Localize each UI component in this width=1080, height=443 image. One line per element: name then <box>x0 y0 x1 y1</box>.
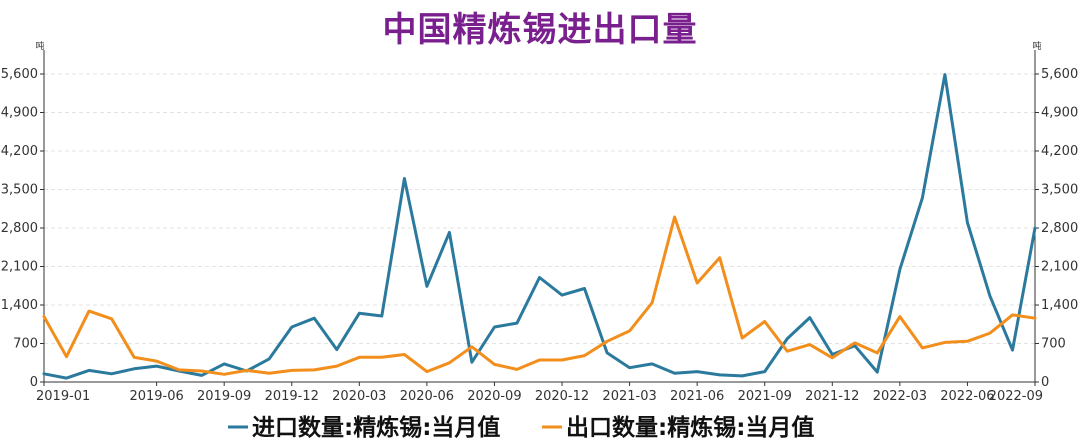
legend: 进口数量:精炼锡:当月值 出口数量:精炼锡:当月值 <box>228 414 814 441</box>
axes <box>40 50 1039 386</box>
y-tick-label-left: 700 <box>13 337 38 352</box>
y-tick-label-left: 2,800 <box>1 221 38 236</box>
series-line-1 <box>42 73 1037 380</box>
y-tick-label-right: 1,400 <box>1041 298 1078 313</box>
y-tick-label-left: 0 <box>30 375 38 390</box>
x-tick-label: 2020-09 <box>467 389 521 404</box>
y-tick-label-left: 1,400 <box>1 298 38 313</box>
y-tick-label-right: 3,500 <box>1041 183 1078 198</box>
y-tick-label-left: 2,100 <box>1 260 38 275</box>
x-tick-label: 2022-06 <box>940 389 994 404</box>
x-tick-label: 2022-09 <box>989 389 1043 404</box>
x-tick-label: 2021-09 <box>738 389 792 404</box>
x-tick-label: 2019-12 <box>265 389 319 404</box>
y-tick-label-left: 4,200 <box>1 144 38 159</box>
x-tick-label: 2019-09 <box>197 389 251 404</box>
gridlines <box>44 73 1035 344</box>
series-line-2 <box>42 215 1037 376</box>
x-tick-label: 2019-06 <box>129 389 183 404</box>
y-tick-label-right: 2,800 <box>1041 221 1078 236</box>
tick-labels: 0 0 700 700 1,400 1,400 2,100 2,100 2,800 2,800 3,… <box>1 40 1078 404</box>
x-tick-label: 2021-06 <box>670 389 724 404</box>
y-tick-label-left: 4,900 <box>1 106 38 121</box>
x-tick-label: 2022-03 <box>873 389 927 404</box>
y-tick-label-left: 3,500 <box>1 183 38 198</box>
y-tick-label-right: 2,100 <box>1041 260 1078 275</box>
y-tick-label-right: 5,600 <box>1041 67 1078 82</box>
y-tick-label-right: 4,900 <box>1041 106 1078 121</box>
x-tick-label: 2019-01 <box>36 389 90 404</box>
y-tick-label-left: 5,600 <box>1 67 38 82</box>
y-tick-label-right: 700 <box>1041 337 1066 352</box>
series-lines <box>42 73 1037 380</box>
y-unit-left: 吨 <box>35 40 44 52</box>
y-tick-label-right: 0 <box>1041 375 1049 390</box>
chart-title: 中国精炼锡进出口量 <box>382 10 698 50</box>
x-tick-label: 2020-03 <box>332 389 386 404</box>
y-tick-label-right: 4,200 <box>1041 144 1078 159</box>
x-tick-label: 2021-12 <box>805 389 859 404</box>
y-unit-right: 吨 <box>1032 40 1041 52</box>
legend-label-1: 进口数量:精炼锡:当月值 <box>252 414 500 441</box>
x-tick-label: 2020-12 <box>535 389 589 404</box>
x-tick-label: 2020-06 <box>400 389 454 404</box>
x-tick-label: 2021-03 <box>602 389 656 404</box>
legend-label-2: 出口数量:精炼锡:当月值 <box>566 414 814 441</box>
